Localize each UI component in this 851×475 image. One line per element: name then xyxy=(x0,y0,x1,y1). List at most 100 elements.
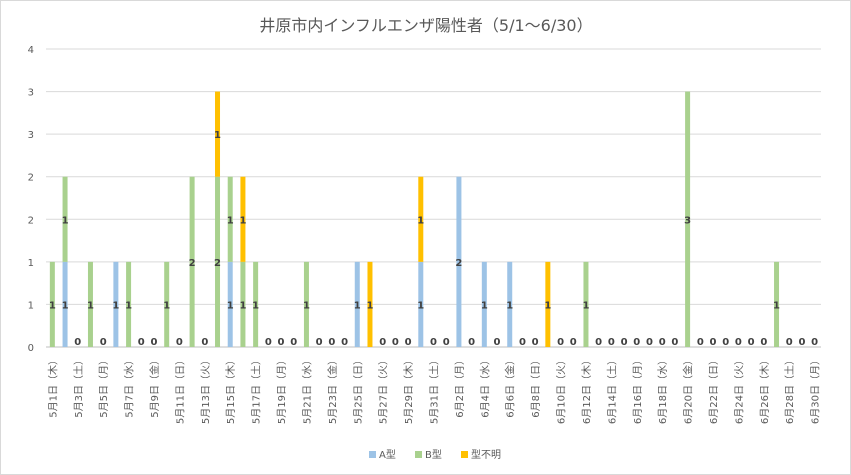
data-label: 1 xyxy=(87,300,94,311)
bar-segment xyxy=(227,176,233,262)
x-tick-label: 6月4日（水） xyxy=(479,355,491,418)
data-label: 1 xyxy=(303,300,310,311)
data-label: 0 xyxy=(392,337,399,348)
x-tick-label: 6月28日（土） xyxy=(783,355,796,424)
bar-segment xyxy=(227,261,233,347)
y-tick-label: 2 xyxy=(28,173,34,184)
data-label: 1 xyxy=(252,300,259,311)
data-label: 0 xyxy=(621,337,628,348)
x-tick-label: 6月26日（木） xyxy=(759,355,771,424)
data-label: 0 xyxy=(74,337,81,348)
data-label: 0 xyxy=(265,337,272,348)
data-label: 0 xyxy=(201,337,208,348)
data-label: 0 xyxy=(468,337,475,348)
data-label: 0 xyxy=(748,337,755,348)
x-tick-label: 5月3日（土） xyxy=(72,355,85,418)
data-label: 1 xyxy=(62,300,69,311)
bar-segment xyxy=(418,176,424,262)
x-tick-label: 6月6日（金） xyxy=(504,355,517,418)
bar-segment xyxy=(774,261,780,347)
data-label: 3 xyxy=(684,215,691,226)
data-label: 1 xyxy=(481,300,488,311)
x-tick-label: 5月27日（火） xyxy=(378,355,390,424)
data-label: 1 xyxy=(62,215,69,226)
data-label: 0 xyxy=(811,337,818,348)
bar-segment xyxy=(113,261,119,347)
data-label: 2 xyxy=(455,258,462,269)
data-label: 0 xyxy=(595,337,602,348)
data-label: 0 xyxy=(608,337,615,348)
data-label: 0 xyxy=(659,337,666,348)
data-label: 0 xyxy=(341,337,348,348)
data-label: 1 xyxy=(506,300,513,311)
data-label: 1 xyxy=(239,300,246,311)
data-label: 1 xyxy=(163,300,170,311)
x-tick-label: 5月21日（水） xyxy=(301,355,313,424)
x-tick-label: 5月31日（土） xyxy=(428,355,441,424)
bar-segment xyxy=(685,91,691,347)
y-tick-label: 1 xyxy=(28,258,34,269)
bar-segment xyxy=(126,261,132,347)
y-tick-label: 0 xyxy=(28,343,34,354)
data-label: 0 xyxy=(557,337,564,348)
bar-segment xyxy=(545,261,551,347)
data-label: 1 xyxy=(49,300,56,311)
data-label: 1 xyxy=(214,130,221,141)
data-label: 0 xyxy=(379,337,386,348)
x-tick-label: 6月16日（月） xyxy=(632,355,644,424)
bar-segment xyxy=(253,261,259,347)
data-label: 0 xyxy=(697,337,704,348)
x-tick-label: 6月8日（日） xyxy=(530,355,542,418)
bar-segment xyxy=(240,261,246,347)
chart-title: 井原市内インフルエンザ陽性者（5/1〜6/30） xyxy=(259,16,592,35)
x-tick-label: 6月10日（火） xyxy=(556,355,568,424)
data-label: 0 xyxy=(532,337,539,348)
legend-label: B型 xyxy=(425,448,442,461)
x-tick-label: 5月5日（月） xyxy=(98,355,110,418)
data-label: 1 xyxy=(227,300,234,311)
data-label: 0 xyxy=(570,337,577,348)
data-label: 1 xyxy=(112,300,119,311)
x-tick-label: 6月2日（月） xyxy=(454,355,466,418)
data-label: 2 xyxy=(214,258,221,269)
data-label: 0 xyxy=(760,337,767,348)
data-label: 0 xyxy=(278,337,285,348)
x-tick-label: 5月29日（木） xyxy=(403,355,415,424)
data-label: 0 xyxy=(176,337,183,348)
x-tick-label: 6月30日（月） xyxy=(810,355,822,424)
data-label: 0 xyxy=(328,337,335,348)
bar-segment xyxy=(62,176,68,262)
x-tick-label: 6月14日（土） xyxy=(605,355,618,424)
data-label: 0 xyxy=(100,337,107,348)
data-label: 0 xyxy=(430,337,437,348)
data-label: 0 xyxy=(786,337,793,348)
bar-segment xyxy=(583,261,589,347)
bar-segment xyxy=(49,261,55,347)
data-label: 0 xyxy=(735,337,742,348)
legend-label: A型 xyxy=(379,448,396,461)
data-label: 1 xyxy=(227,215,234,226)
y-tick-label: 3 xyxy=(28,130,34,141)
data-label: 0 xyxy=(671,337,678,348)
bar-segment xyxy=(418,261,424,347)
y-tick-label: 4 xyxy=(28,45,34,56)
bar-segment xyxy=(164,261,170,347)
data-label: 0 xyxy=(405,337,412,348)
data-label: 0 xyxy=(494,337,501,348)
data-label: 1 xyxy=(125,300,132,311)
data-label: 0 xyxy=(722,337,729,348)
legend-swatch xyxy=(415,451,422,458)
data-label: 1 xyxy=(354,300,361,311)
data-label: 1 xyxy=(544,300,551,311)
bar-segment xyxy=(481,261,487,347)
data-label: 1 xyxy=(773,300,780,311)
bar-segment xyxy=(456,176,462,347)
data-label: 0 xyxy=(290,337,297,348)
bar-segment xyxy=(354,261,360,347)
x-tick-label: 5月11日（日） xyxy=(174,355,186,424)
x-tick-label: 5月1日（木） xyxy=(47,355,59,418)
data-label: 0 xyxy=(798,337,805,348)
x-tick-label: 6月18日（水） xyxy=(657,355,669,424)
